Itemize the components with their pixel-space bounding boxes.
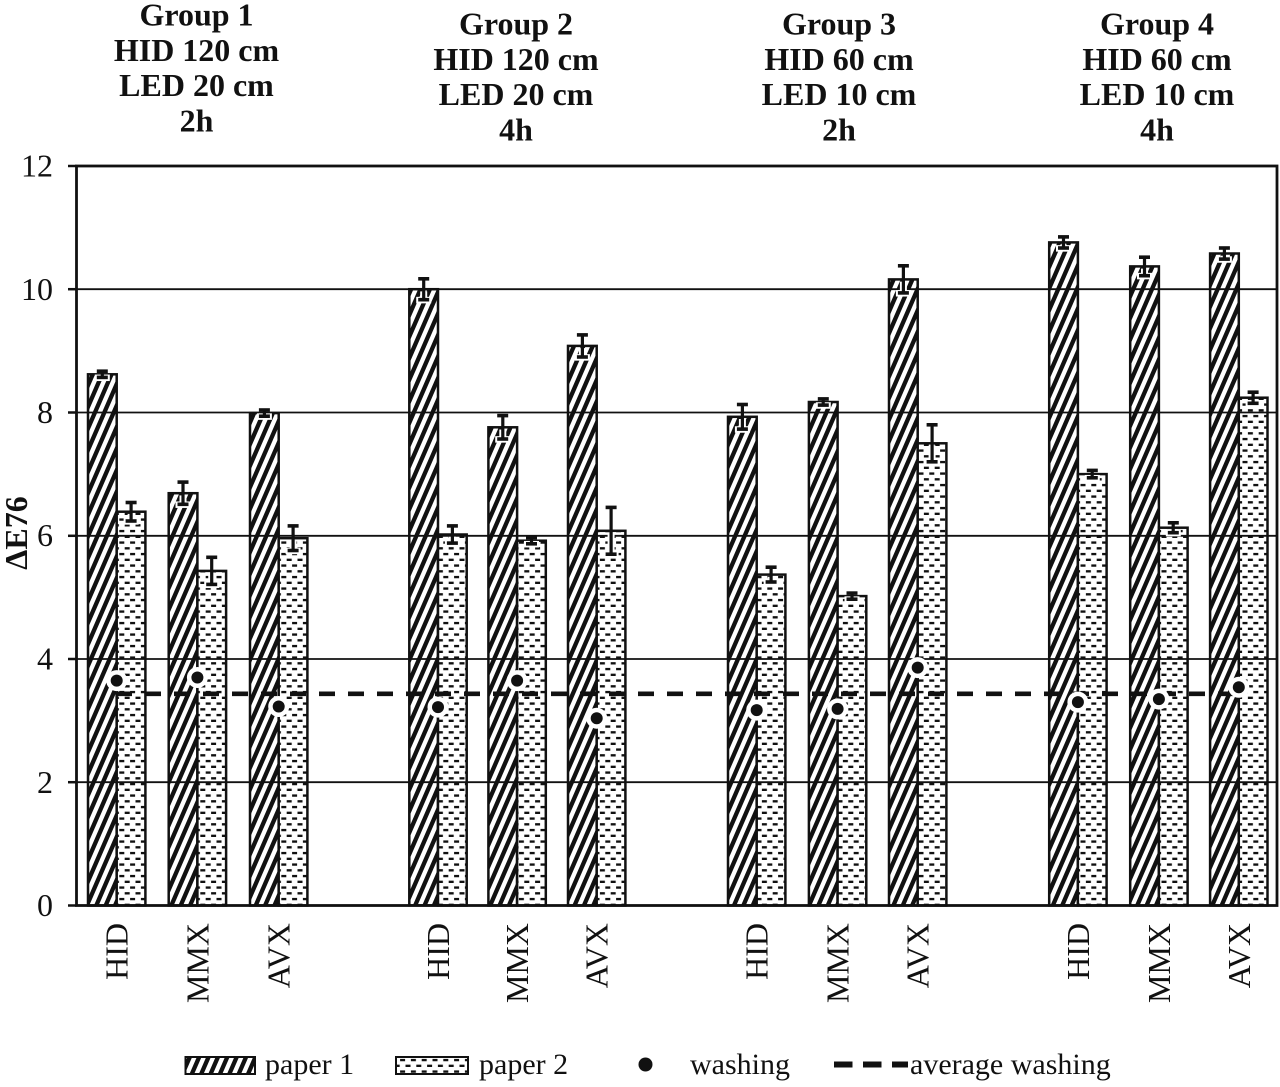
svg-text:2h: 2h [180,102,214,138]
svg-text:0: 0 [37,887,53,923]
svg-text:AVX: AVX [579,923,615,988]
svg-text:HID: HID [99,923,135,980]
svg-text:AVX: AVX [1221,923,1257,988]
svg-text:6: 6 [37,517,53,553]
svg-text:8: 8 [37,394,53,430]
svg-text:AVX: AVX [900,923,936,988]
svg-text:Group 4: Group 4 [1100,6,1214,42]
svg-text:HID: HID [1060,923,1096,980]
svg-text:HID: HID [739,923,775,980]
svg-text:LED 20 cm: LED 20 cm [119,67,274,103]
svg-text:12: 12 [21,148,53,184]
svg-text:10: 10 [21,271,53,307]
svg-text:paper 1: paper 1 [265,1048,354,1081]
svg-text:average washing: average washing [910,1048,1111,1081]
svg-text:ΔE76: ΔE76 [0,496,34,569]
svg-text:HID 120 cm: HID 120 cm [114,32,280,68]
svg-text:MMX: MMX [820,923,856,1003]
svg-text:LED 20 cm: LED 20 cm [439,76,594,112]
svg-text:HID: HID [420,923,456,980]
svg-text:paper 2: paper 2 [479,1048,568,1081]
svg-text:MMX: MMX [499,923,535,1003]
svg-text:washing: washing [690,1048,790,1081]
svg-text:4h: 4h [499,111,533,147]
svg-text:MMX: MMX [179,923,215,1003]
svg-text:Group 1: Group 1 [139,0,253,33]
svg-text:HID 60 cm: HID 60 cm [1082,41,1232,77]
svg-text:4h: 4h [1140,111,1174,147]
svg-text:MMX: MMX [1141,923,1177,1003]
svg-text:Group 2: Group 2 [459,6,573,42]
svg-text:LED 10 cm: LED 10 cm [1080,76,1235,112]
svg-text:AVX: AVX [261,923,297,988]
svg-text:2: 2 [37,764,53,800]
svg-text:4: 4 [37,641,53,677]
svg-text:Group 3: Group 3 [782,6,896,42]
svg-text:HID 120 cm: HID 120 cm [433,41,599,77]
svg-text:HID 60 cm: HID 60 cm [764,41,914,77]
svg-text:2h: 2h [822,111,856,147]
svg-text:LED 10 cm: LED 10 cm [762,76,917,112]
